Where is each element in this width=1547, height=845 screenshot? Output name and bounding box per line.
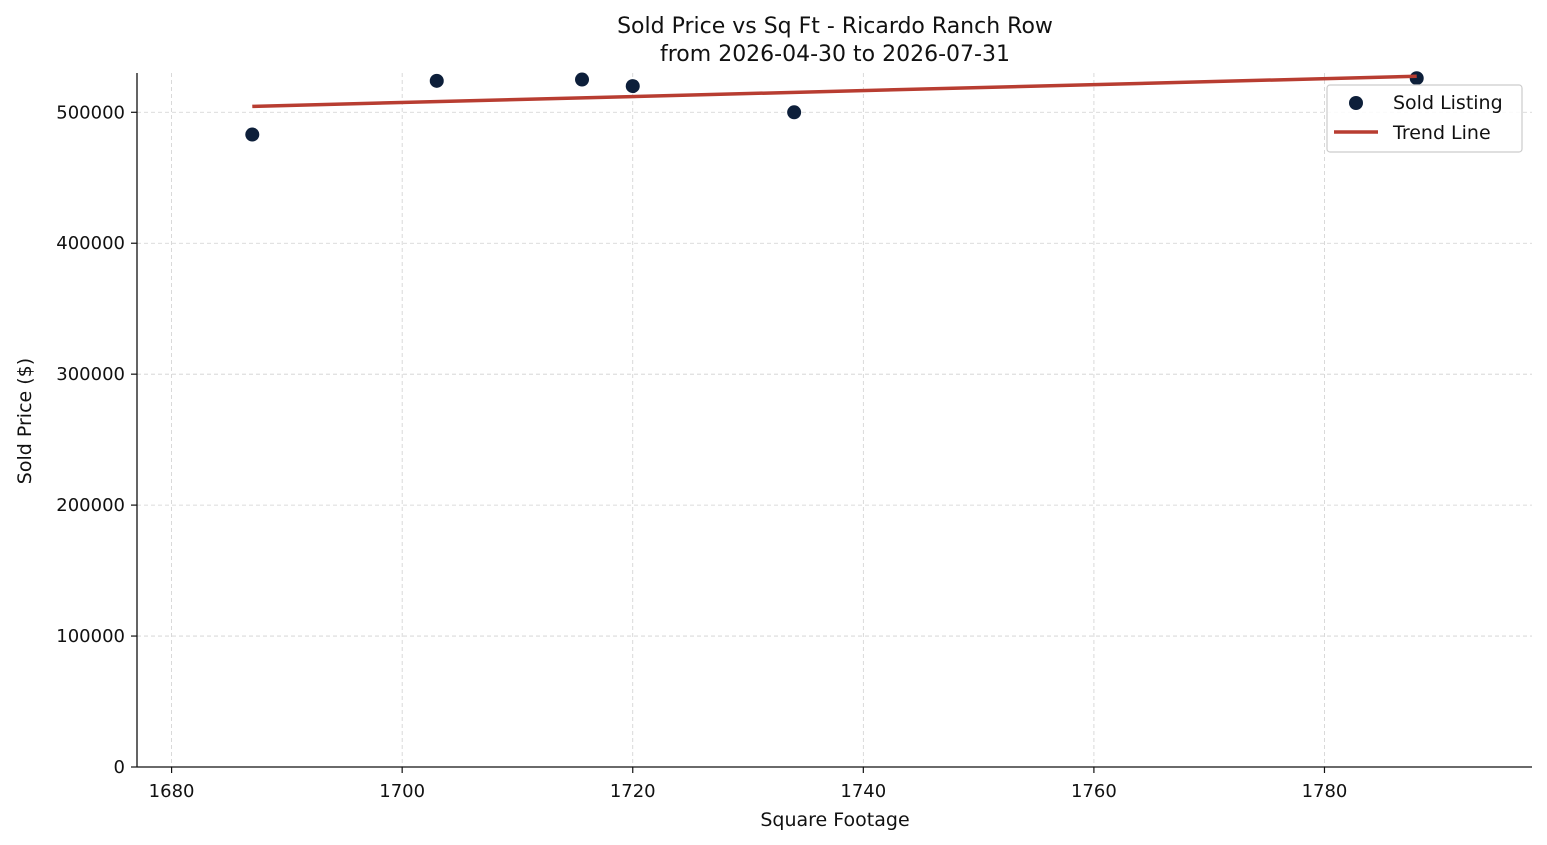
chart-subtitle: from 2026-04-30 to 2026-07-31 <box>660 42 1010 67</box>
x-tick-label: 1740 <box>840 781 886 802</box>
scatter-point <box>575 72 590 87</box>
legend-marker-sold-listing <box>1349 96 1363 110</box>
axes <box>136 73 1532 768</box>
y-tick-label: 200000 <box>56 495 125 516</box>
x-tick-label: 1680 <box>149 781 195 802</box>
x-axis-title: Square Footage <box>760 809 909 831</box>
trend-line <box>252 74 1417 109</box>
scatter-point <box>625 79 640 94</box>
series <box>245 71 1424 142</box>
y-tick-label: 0 <box>114 757 125 778</box>
y-tick-label: 300000 <box>56 364 125 385</box>
x-tick-label: 1700 <box>379 781 425 802</box>
y-tick-label: 100000 <box>56 626 125 647</box>
x-tick-label: 1720 <box>610 781 656 802</box>
x-tick-label: 1760 <box>1071 781 1117 802</box>
y-axis-title: Sold Price ($) <box>14 358 36 484</box>
scatter-point <box>1409 71 1424 86</box>
chart-title: Sold Price vs Sq Ft - Ricardo Ranch Row <box>617 14 1053 39</box>
tick-labels: 1680 1700 1720 1740 1760 1780 0 100000 200000 300… <box>56 102 1347 802</box>
y-tick-label: 500000 <box>56 102 125 123</box>
scatter-point <box>787 105 802 120</box>
legend: Sold Listing Trend Line <box>1326 84 1523 153</box>
scatter-point <box>429 73 444 88</box>
x-tick-label: 1780 <box>1302 781 1348 802</box>
legend-label-trend-line: Trend Line <box>1392 122 1491 144</box>
y-tick-label: 400000 <box>56 233 125 254</box>
grid <box>137 73 1532 767</box>
legend-label-sold-listing: Sold Listing <box>1393 92 1503 114</box>
scatter-point <box>245 127 260 142</box>
legend-box <box>1326 84 1523 153</box>
